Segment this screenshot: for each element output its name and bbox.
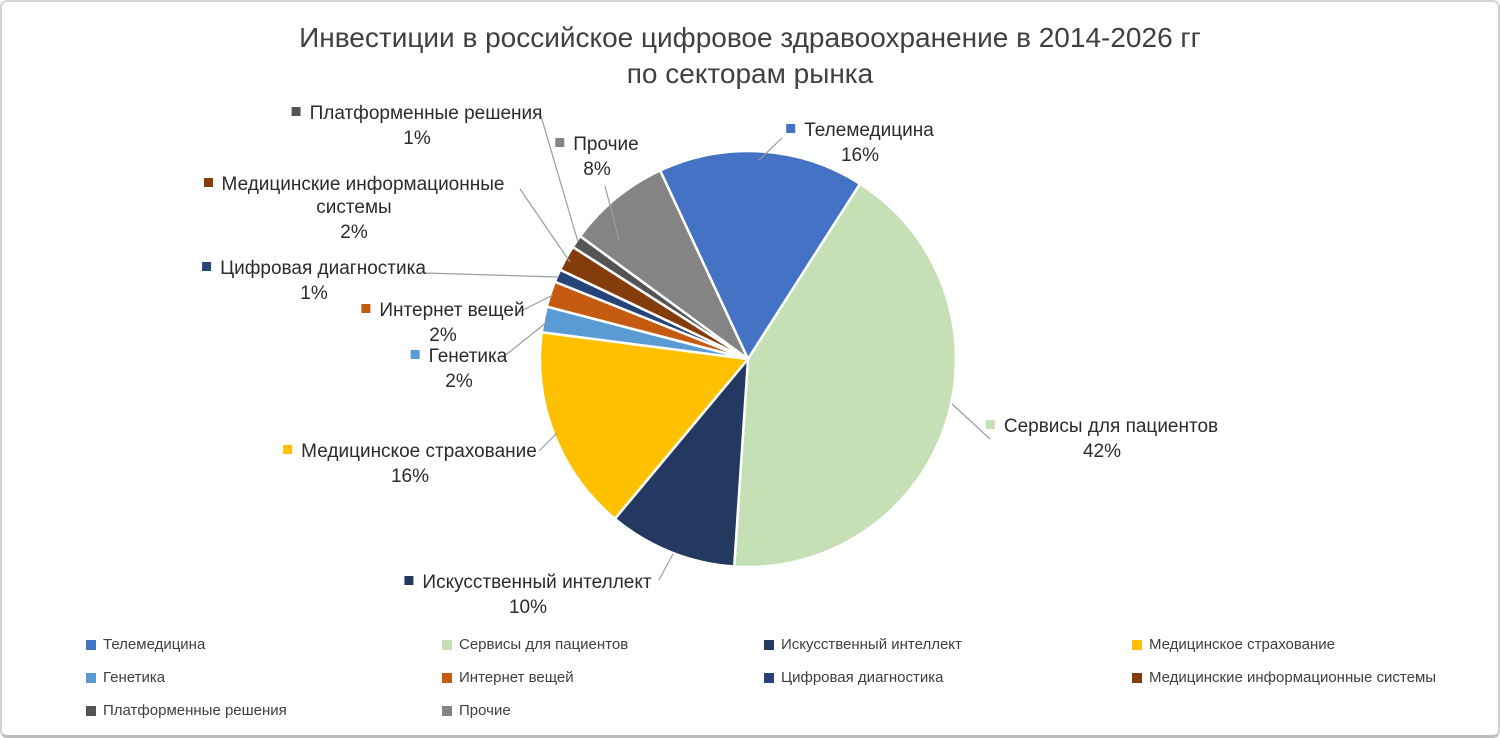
callout-5: Интернет вещей 2% (361, 299, 525, 347)
callout-4: Генетика 2% (410, 345, 508, 393)
callout-label-text: Медицинское страхование (301, 441, 537, 462)
leader-line-2 (658, 553, 674, 581)
callout-label: Платформенные решения (291, 102, 543, 125)
callout-label: Интернет вещей (361, 299, 525, 322)
callout-marker-icon (404, 576, 414, 585)
callout-label: Сервисы для пациентов (985, 415, 1219, 438)
leader-line-3 (538, 432, 558, 452)
legend-item-4: Генетика (86, 669, 165, 687)
legend-item-label: Сервисы для пациентов (459, 636, 629, 653)
legend-item-label: Медицинские информационные системы (1149, 669, 1437, 686)
callout-label-text: Телемедицина (804, 120, 934, 141)
legend-item-5: Интернет вещей (442, 669, 574, 687)
legend-marker-icon (86, 673, 96, 683)
legend-marker-icon (764, 640, 774, 650)
legend-item-3: Медицинское страхование (1132, 636, 1335, 654)
legend-marker-icon (442, 640, 452, 650)
legend-item-6: Цифровая диагностика (764, 669, 944, 687)
callout-percent: 1% (300, 283, 328, 304)
legend-item-2: Искусственный интеллект (764, 636, 962, 654)
callout-label: Прочие (555, 133, 639, 156)
callout-percent: 42% (1082, 441, 1122, 462)
legend-item-label: Интернет вещей (459, 669, 574, 686)
chart-title-line1: Инвестиции в российское цифровое здравоо… (299, 22, 1201, 53)
pie-slice-1 (732, 182, 958, 569)
leader-line-1 (951, 403, 991, 440)
legend-item-label: Прочие (459, 702, 511, 719)
callout-0: Телемедицина 16% (786, 119, 934, 167)
callout-percent: 10% (508, 597, 548, 618)
callout-7: Медицинские информационные системы 2% (199, 173, 509, 244)
callout-label-text: Платформенные решения (309, 103, 543, 124)
legend-item-8: Платформенные решения (86, 702, 287, 720)
legend-marker-icon (86, 640, 96, 650)
callout-label: Телемедицина (786, 119, 934, 142)
callout-label-text: Сервисы для пациентов (1003, 416, 1219, 437)
callout-marker-icon (361, 304, 371, 313)
legend-item-label: Платформенные решения (103, 702, 287, 719)
legend-marker-icon (442, 673, 452, 683)
legend-marker-icon (1132, 673, 1142, 683)
leader-line-8 (540, 115, 579, 243)
pie-slice-0 (658, 149, 862, 361)
callout-percent: 16% (840, 145, 880, 166)
leader-line-0 (758, 137, 783, 161)
legend-item-1: Сервисы для пациентов (442, 636, 628, 654)
legend-item-label: Цифровая диагностика (781, 669, 944, 686)
callout-8: Платформенные решения 1% (291, 102, 543, 150)
callout-label-text: Медицинские информационные системы (221, 174, 505, 218)
legend-item-label: Искусственный интеллект (781, 636, 962, 653)
legend-marker-icon (442, 706, 452, 716)
legend-marker-icon (86, 706, 96, 716)
callout-1: Сервисы для пациентов 42% (985, 415, 1219, 463)
callout-percent: 16% (390, 466, 430, 487)
callout-marker-icon (410, 350, 420, 359)
callout-marker-icon (283, 445, 293, 454)
pie-slice-9 (578, 169, 750, 361)
legend-item-label: Телемедицина (103, 636, 206, 653)
chart-title-line2: по секторам рынка (626, 58, 874, 89)
leader-line-7 (519, 188, 571, 263)
legend-item-label: Медицинское страхование (1149, 636, 1336, 653)
callout-label: Искусственный интеллект (404, 571, 652, 594)
legend-marker-icon (764, 673, 774, 683)
callout-marker-icon (202, 262, 212, 271)
chart-title: Инвестиции в российское цифровое здравоо… (200, 20, 1300, 92)
callout-label: Медицинские информационные системы (199, 173, 509, 219)
callout-marker-icon (786, 124, 796, 133)
callout-marker-icon (555, 138, 565, 147)
callout-percent: 8% (583, 159, 611, 180)
callout-9: Прочие 8% (555, 133, 639, 181)
callout-label: Медицинское страхование (283, 440, 537, 463)
callout-percent: 2% (445, 371, 473, 392)
callout-label-text: Искусственный интеллект (422, 572, 652, 593)
leader-line-9 (604, 185, 620, 241)
legend-item-9: Прочие (442, 702, 511, 720)
callout-label-text: Цифровая диагностика (220, 258, 426, 279)
callout-percent: 1% (403, 128, 431, 149)
leader-line-4 (501, 321, 548, 359)
callout-marker-icon (985, 420, 995, 429)
callout-6: Цифровая диагностика 1% (202, 257, 426, 305)
callout-percent: 2% (340, 222, 368, 243)
callout-2: Искусственный интеллект 10% (404, 571, 652, 619)
callout-label: Генетика (410, 345, 508, 368)
callout-label-text: Прочие (573, 134, 639, 155)
callout-label: Цифровая диагностика (202, 257, 426, 280)
callout-label-text: Генетика (428, 346, 508, 367)
callout-3: Медицинское страхование 16% (283, 440, 537, 488)
legend-item-7: Медицинские информационные системы (1132, 669, 1436, 687)
legend-item-0: Телемедицина (86, 636, 205, 654)
callout-percent: 2% (429, 325, 457, 346)
leader-line-5 (518, 294, 554, 313)
callout-marker-icon (291, 107, 301, 116)
callout-label-text: Интернет вещей (379, 300, 525, 321)
pie-slice-2 (613, 357, 750, 568)
legend-marker-icon (1132, 640, 1142, 650)
leader-line-6 (424, 272, 559, 278)
callout-marker-icon (203, 178, 213, 187)
legend-item-label: Генетика (103, 669, 166, 686)
